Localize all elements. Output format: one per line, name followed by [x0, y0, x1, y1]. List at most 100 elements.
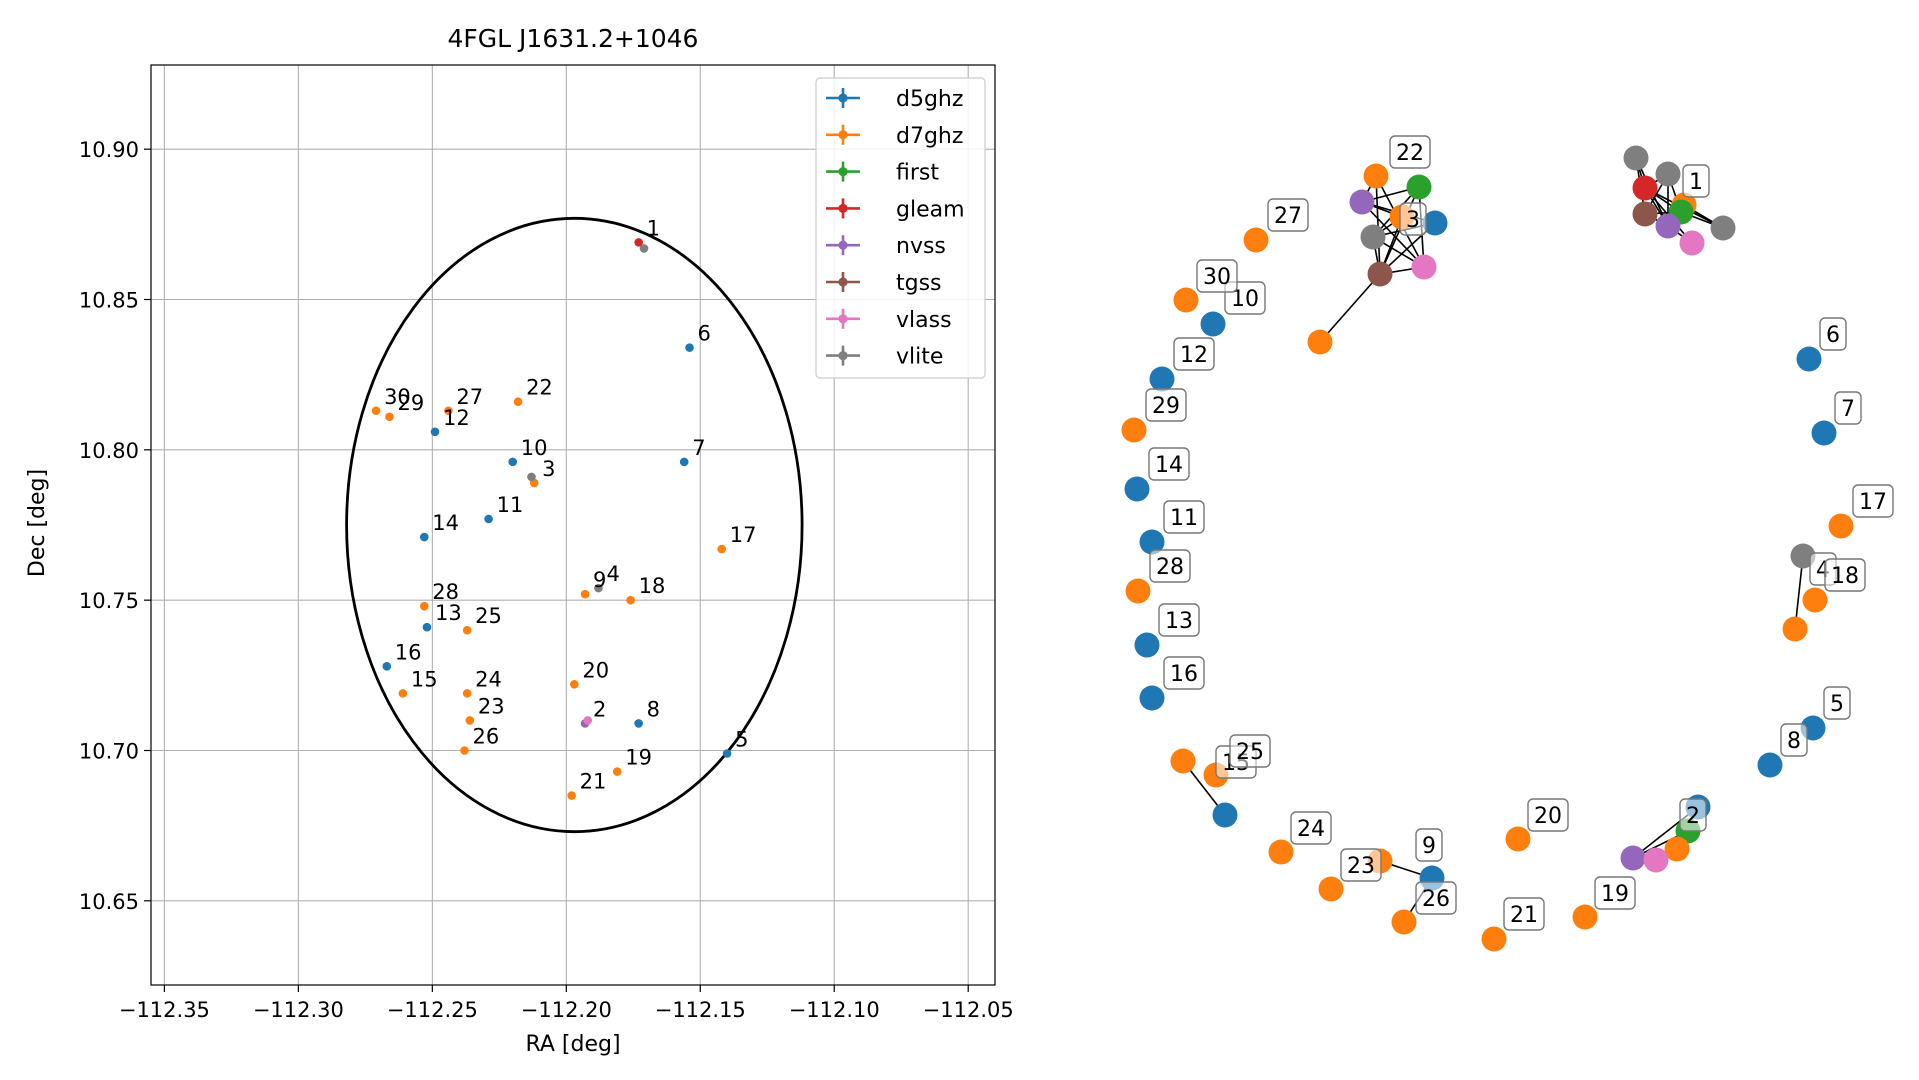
point-label: 7 [692, 436, 705, 460]
point-label: 21 [580, 770, 607, 794]
network-label-box [1834, 391, 1862, 425]
point-label: 24 [475, 667, 502, 691]
network-label-26: 26 [1422, 887, 1450, 912]
point-label: 9 [593, 568, 606, 592]
network-label-box [1290, 811, 1332, 845]
point-label: 28 [432, 580, 459, 604]
point-label: 25 [475, 604, 502, 628]
point-label: 14 [432, 511, 459, 535]
network-label-28: 28 [1156, 555, 1184, 580]
network-label-16: 16 [1170, 662, 1198, 687]
legend-label-gleam: gleam [896, 197, 965, 222]
legend-dot [838, 167, 848, 177]
network-node-n7 [1811, 420, 1837, 446]
data-point-15 [398, 689, 408, 698]
network-label-box [1824, 558, 1866, 592]
network-edge [1361, 201, 1425, 268]
network-label-18: 18 [1831, 564, 1859, 589]
network-graph: 1234567891011121314151617181920212223242… [1121, 135, 1894, 952]
network-node-h3 [1367, 261, 1393, 287]
data-point-27 [444, 406, 453, 416]
network-label-27: 27 [1274, 204, 1302, 229]
point-label: 29 [397, 391, 424, 415]
network-label-box [1267, 198, 1309, 232]
legend-dot [838, 93, 848, 103]
network-node-n8 [1757, 752, 1783, 778]
data-point-25 [462, 625, 472, 635]
network-node-g1 [1655, 213, 1681, 239]
y-tick-label: 10.65 [79, 890, 139, 914]
y-tick-label: 10.85 [79, 289, 139, 313]
legend-dot [838, 351, 848, 361]
network-label-23: 23 [1347, 854, 1375, 879]
network-node-n25 [1170, 748, 1196, 774]
network-node-b1 [1655, 161, 1681, 187]
legend-dot [838, 314, 848, 324]
network-label-2: 2 [1686, 804, 1700, 829]
network-label-11: 11 [1170, 506, 1198, 531]
network-label-9: 9 [1422, 834, 1436, 859]
data-point-10 [508, 457, 518, 467]
network-label-box [1399, 202, 1427, 236]
network-node-n21 [1481, 926, 1507, 952]
network-label-7: 7 [1841, 397, 1855, 422]
network-node-c1 [1632, 175, 1658, 201]
network-edge [1375, 175, 1381, 275]
data-point-23 [465, 716, 475, 725]
point-label: 19 [625, 746, 652, 770]
scatter-plot: 1234567891011121314151617181920212223242… [25, 24, 1014, 1057]
network-label-12: 12 [1180, 343, 1208, 368]
source-points [371, 238, 732, 800]
network-node-i1 [1679, 230, 1705, 256]
network-node-n16 [1139, 685, 1165, 711]
legend-dot [838, 130, 848, 140]
x-tick-label: −112.25 [387, 998, 478, 1022]
network-label-box [1682, 164, 1710, 198]
network-label-30: 30 [1203, 265, 1231, 290]
network-node-n20 [1505, 826, 1531, 852]
network-label-box [1415, 828, 1443, 862]
data-point-13 [422, 622, 432, 632]
data-point-1 [634, 238, 643, 247]
network-label-box [1148, 447, 1190, 481]
data-point-12 [430, 427, 440, 437]
y-tick-label: 10.90 [79, 138, 139, 162]
network-label-box [1594, 876, 1636, 910]
data-point-11 [484, 514, 493, 524]
point-label: 2 [593, 697, 606, 721]
point-label: 11 [497, 493, 524, 517]
legend: d5ghz d7ghz first gleam nvss tgss vlass vlite [815, 77, 986, 379]
network-node-b3 [1406, 174, 1432, 200]
x-tick-label: −112.10 [789, 998, 880, 1022]
x-tick-label: −112.35 [119, 998, 210, 1022]
point-label: 22 [526, 376, 553, 400]
network-node-n14 [1124, 476, 1150, 502]
network-node-n13 [1134, 632, 1160, 658]
network-node-n26 [1391, 909, 1417, 935]
network-label-box [1415, 881, 1457, 915]
point-label: 17 [730, 523, 757, 547]
network-node-n24 [1268, 839, 1294, 865]
data-point-4 [594, 583, 603, 593]
network-node-n18 [1802, 587, 1828, 613]
network-label-13: 13 [1165, 609, 1193, 634]
network-label-box [1163, 500, 1205, 534]
network-label-box [1145, 388, 1187, 422]
data-point-19 [612, 767, 622, 776]
y-ticks: 10.65 10.70 10.75 10.80 10.85 10.90 [79, 138, 151, 914]
network-label-box [1196, 259, 1238, 293]
network-label-box [1503, 897, 1545, 931]
network-node-n30 [1173, 287, 1199, 313]
network-label-box [1149, 549, 1191, 583]
network-label-box [1527, 798, 1569, 832]
network-node-n11 [1139, 529, 1165, 555]
network-label-25: 25 [1236, 740, 1264, 765]
network-node-n27 [1243, 227, 1269, 253]
data-point-16 [382, 662, 392, 671]
legend-label-vlass: vlass [896, 308, 952, 333]
network-label-box [1780, 723, 1808, 757]
data-point-8 [634, 719, 643, 728]
network-node-n12 [1149, 366, 1175, 392]
data-point-29 [385, 412, 394, 422]
